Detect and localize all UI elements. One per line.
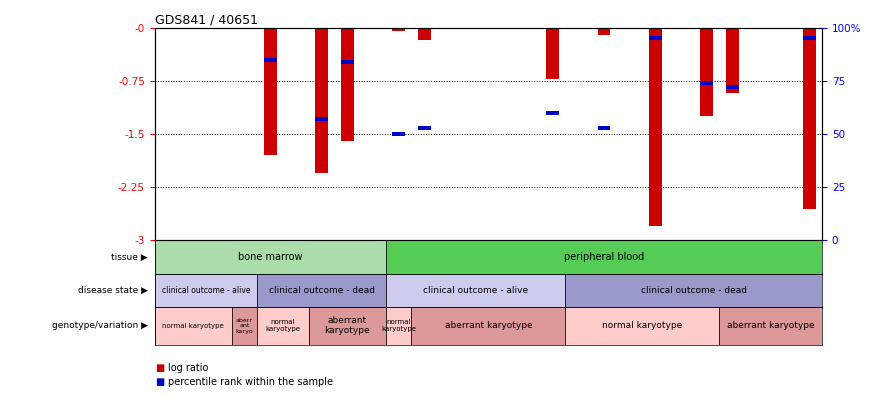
Bar xyxy=(803,28,816,209)
Text: disease state ▶: disease state ▶ xyxy=(78,286,148,295)
Bar xyxy=(315,28,328,173)
Text: log ratio: log ratio xyxy=(168,363,209,373)
Bar xyxy=(155,307,232,345)
Bar xyxy=(392,132,405,136)
Bar xyxy=(598,28,610,35)
Bar xyxy=(726,85,739,89)
Text: GDS841 / 40651: GDS841 / 40651 xyxy=(155,13,258,27)
Text: ■: ■ xyxy=(155,363,164,373)
Text: aberr
ant
karyo: aberr ant karyo xyxy=(236,318,254,333)
Bar xyxy=(341,28,354,141)
Bar xyxy=(392,28,405,31)
Bar xyxy=(598,126,610,130)
Bar xyxy=(700,81,713,85)
Text: normal karyotype: normal karyotype xyxy=(163,323,224,329)
Bar xyxy=(649,28,662,226)
Text: tissue ▶: tissue ▶ xyxy=(111,253,148,261)
Bar xyxy=(418,126,431,130)
Bar xyxy=(803,36,816,40)
Text: clinical outcome - dead: clinical outcome - dead xyxy=(641,286,747,295)
Text: clinical outcome - alive: clinical outcome - alive xyxy=(162,286,250,295)
Bar xyxy=(257,307,309,345)
Bar xyxy=(566,274,822,307)
Bar xyxy=(385,307,411,345)
Bar xyxy=(232,307,257,345)
Text: ■: ■ xyxy=(155,377,164,387)
Bar xyxy=(418,28,431,40)
Text: aberrant karyotype: aberrant karyotype xyxy=(727,321,814,330)
Bar xyxy=(263,57,277,62)
Bar xyxy=(309,307,385,345)
Bar xyxy=(566,307,720,345)
Text: percentile rank within the sample: percentile rank within the sample xyxy=(168,377,333,387)
Bar xyxy=(155,274,257,307)
Text: genotype/variation ▶: genotype/variation ▶ xyxy=(52,321,148,330)
Text: normal
karyotype: normal karyotype xyxy=(381,319,416,332)
Text: aberrant karyotype: aberrant karyotype xyxy=(445,321,532,330)
Bar xyxy=(546,111,559,115)
Text: clinical outcome - alive: clinical outcome - alive xyxy=(423,286,528,295)
Bar xyxy=(720,307,822,345)
Bar xyxy=(155,240,385,274)
Bar xyxy=(649,36,662,40)
Text: aberrant
karyotype: aberrant karyotype xyxy=(324,316,370,335)
Bar xyxy=(385,240,822,274)
Text: peripheral blood: peripheral blood xyxy=(564,252,644,262)
Bar xyxy=(341,60,354,64)
Text: normal
karyotype: normal karyotype xyxy=(265,319,301,332)
Bar xyxy=(411,307,566,345)
Bar xyxy=(546,28,559,79)
Text: normal karyotype: normal karyotype xyxy=(602,321,682,330)
Bar xyxy=(257,274,385,307)
Bar xyxy=(385,274,566,307)
Bar xyxy=(700,28,713,116)
Bar xyxy=(315,117,328,121)
Bar xyxy=(263,28,277,155)
Text: clinical outcome - dead: clinical outcome - dead xyxy=(269,286,375,295)
Text: bone marrow: bone marrow xyxy=(238,252,302,262)
Bar xyxy=(726,28,739,93)
